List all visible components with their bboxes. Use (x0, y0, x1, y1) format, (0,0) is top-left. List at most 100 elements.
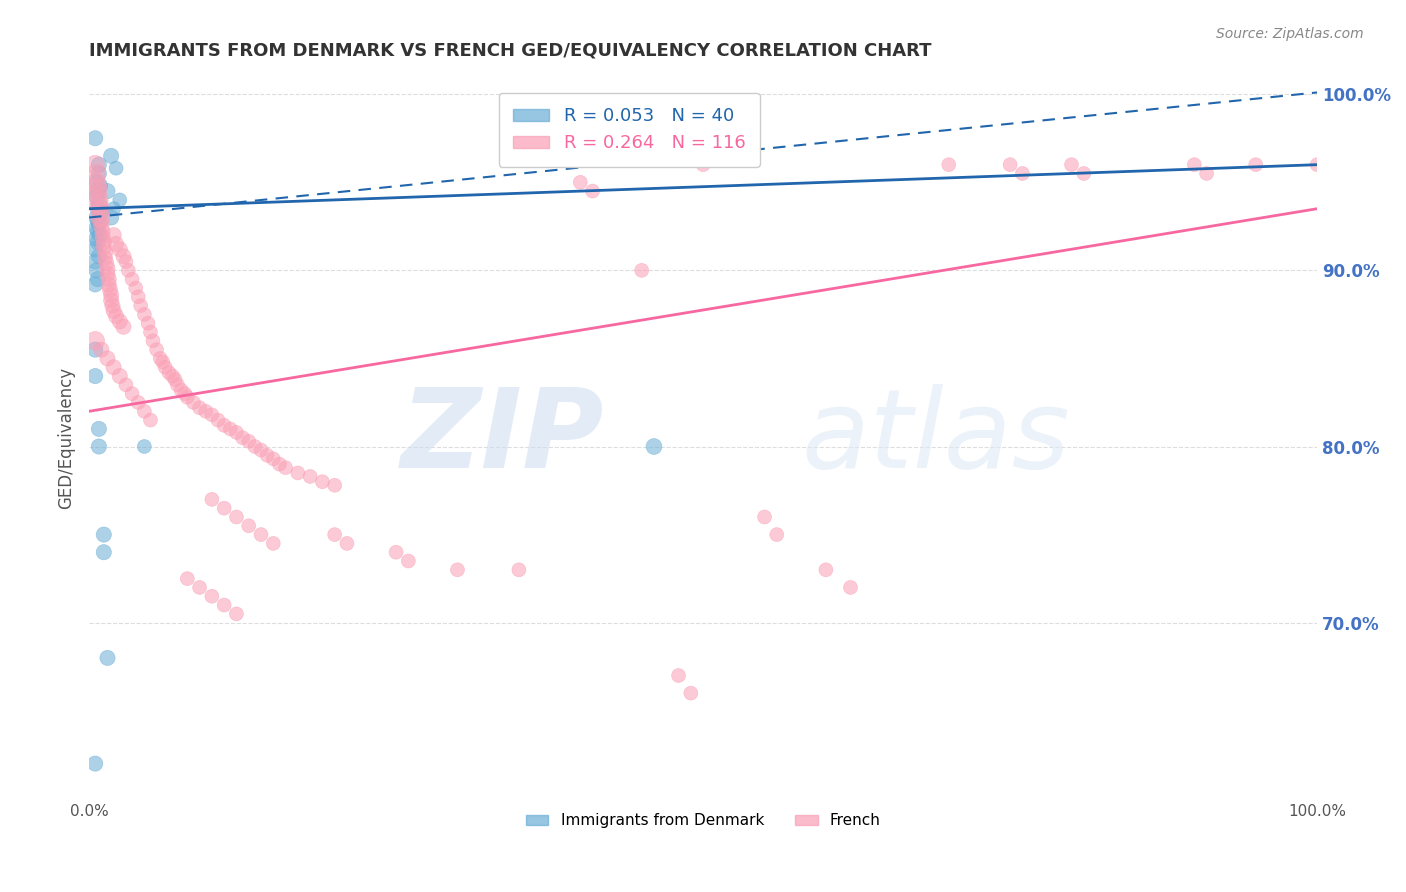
Point (103, 304, 125, 318)
Y-axis label: GED/Equivalency: GED/Equivalency (58, 367, 75, 508)
Point (188, 581, 211, 595)
Point (90, 343, 112, 357)
Point (250, 443, 273, 458)
Point (201, 492, 224, 507)
Point (112, 249, 135, 263)
Point (86, 186, 108, 200)
Point (112, 319, 135, 334)
Point (262, 451, 284, 466)
Point (84, 756, 107, 771)
Point (262, 536, 284, 550)
Point (1306, 158, 1329, 172)
Point (839, 581, 862, 595)
Point (225, 607, 247, 621)
Point (201, 589, 224, 603)
Point (136, 316, 159, 330)
Point (149, 351, 172, 366)
Point (134, 307, 156, 321)
Point (269, 457, 291, 471)
Point (207, 413, 229, 427)
Point (219, 422, 242, 436)
Point (127, 395, 149, 409)
Point (173, 386, 195, 401)
Point (225, 425, 247, 440)
Point (162, 369, 184, 384)
Point (84, 131, 107, 145)
Point (201, 408, 224, 422)
Point (105, 236, 128, 251)
Point (91, 225, 114, 239)
Point (643, 440, 665, 454)
Point (86, 202, 108, 216)
Point (129, 299, 152, 313)
Point (94, 245, 117, 260)
Point (243, 440, 266, 454)
Point (183, 395, 205, 409)
Point (508, 563, 530, 577)
Point (569, 175, 592, 189)
Point (94, 251, 117, 265)
Point (84, 343, 107, 357)
Point (103, 202, 125, 216)
Point (100, 288, 122, 302)
Point (101, 299, 124, 313)
Point (212, 501, 235, 516)
Point (121, 272, 143, 286)
Point (238, 518, 260, 533)
Point (100, 149, 122, 163)
Point (1195, 166, 1218, 180)
Point (100, 211, 122, 225)
Point (765, 527, 787, 541)
Point (194, 404, 217, 418)
Point (93, 240, 115, 254)
Point (287, 466, 309, 480)
Point (166, 377, 188, 392)
Point (97, 272, 120, 286)
Point (89, 228, 111, 243)
Point (96, 351, 118, 366)
Point (93, 545, 115, 559)
Point (163, 373, 186, 387)
Point (668, 668, 690, 682)
Point (157, 366, 180, 380)
Point (155, 360, 177, 375)
Point (96, 267, 118, 281)
Point (250, 527, 273, 541)
Point (105, 309, 128, 323)
Point (117, 263, 139, 277)
Point (1060, 158, 1083, 172)
Point (87, 198, 110, 212)
Point (86, 225, 108, 239)
Point (86, 221, 108, 235)
Point (385, 545, 408, 559)
Point (125, 281, 148, 295)
Point (86, 211, 108, 225)
Point (139, 325, 162, 339)
Point (89, 203, 111, 218)
Point (134, 440, 156, 454)
Point (86, 180, 108, 194)
Point (86, 184, 108, 198)
Point (87, 158, 110, 172)
Point (176, 572, 198, 586)
Point (142, 334, 165, 348)
Point (188, 401, 211, 415)
Point (86, 189, 108, 203)
Point (87, 249, 110, 263)
Point (87, 193, 110, 207)
Point (103, 228, 125, 243)
Point (86, 235, 108, 250)
Point (323, 478, 346, 492)
Point (96, 184, 118, 198)
Legend: Immigrants from Denmark, French: Immigrants from Denmark, French (519, 807, 887, 835)
Point (86, 272, 108, 286)
Point (87, 422, 110, 436)
Point (692, 158, 714, 172)
Point (446, 563, 468, 577)
Point (105, 161, 128, 176)
Point (152, 355, 174, 369)
Point (103, 360, 125, 375)
Point (89, 211, 111, 225)
Point (90, 214, 112, 228)
Point (93, 527, 115, 541)
